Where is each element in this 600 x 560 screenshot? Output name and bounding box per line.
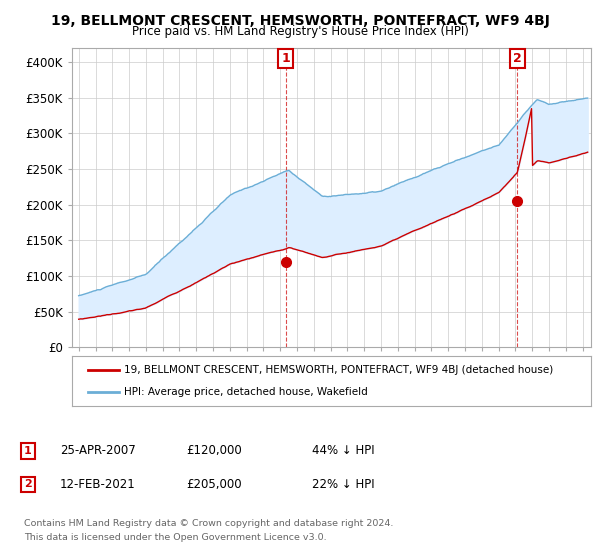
Text: £120,000: £120,000 [186, 444, 242, 458]
Text: 2: 2 [24, 479, 32, 489]
Text: 12-FEB-2021: 12-FEB-2021 [60, 478, 136, 491]
Text: HPI: Average price, detached house, Wakefield: HPI: Average price, detached house, Wake… [124, 387, 368, 397]
Text: 19, BELLMONT CRESCENT, HEMSWORTH, PONTEFRACT, WF9 4BJ (detached house): 19, BELLMONT CRESCENT, HEMSWORTH, PONTEF… [124, 365, 553, 375]
Text: 22% ↓ HPI: 22% ↓ HPI [312, 478, 374, 491]
Text: This data is licensed under the Open Government Licence v3.0.: This data is licensed under the Open Gov… [24, 533, 326, 542]
Text: 2: 2 [513, 52, 522, 65]
Text: 44% ↓ HPI: 44% ↓ HPI [312, 444, 374, 458]
Text: 1: 1 [24, 446, 32, 456]
Text: 25-APR-2007: 25-APR-2007 [60, 444, 136, 458]
Text: 1: 1 [281, 52, 290, 65]
Text: 19, BELLMONT CRESCENT, HEMSWORTH, PONTEFRACT, WF9 4BJ: 19, BELLMONT CRESCENT, HEMSWORTH, PONTEF… [50, 14, 550, 28]
Text: £205,000: £205,000 [186, 478, 242, 491]
Text: Contains HM Land Registry data © Crown copyright and database right 2024.: Contains HM Land Registry data © Crown c… [24, 519, 394, 528]
Text: Price paid vs. HM Land Registry's House Price Index (HPI): Price paid vs. HM Land Registry's House … [131, 25, 469, 38]
